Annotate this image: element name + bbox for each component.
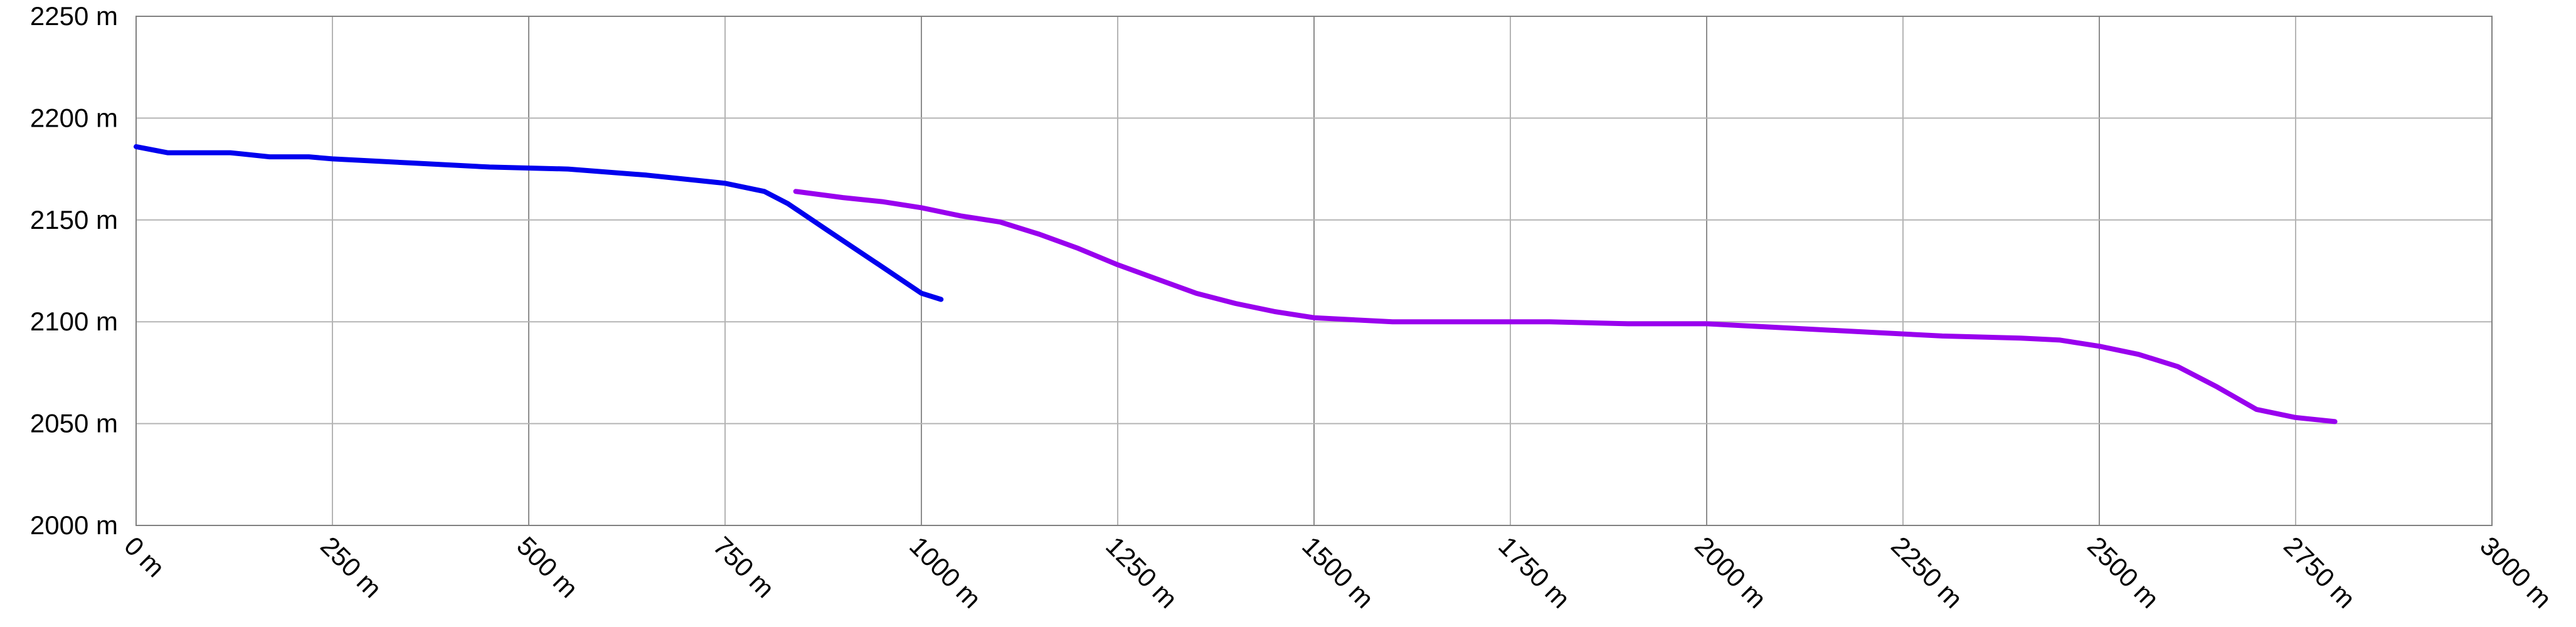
y-tick-label: 2050 m	[30, 409, 118, 438]
y-tick-label: 2250 m	[30, 1, 118, 31]
series-layer	[134, 144, 2338, 424]
y-tick-label: 2000 m	[30, 510, 118, 540]
y-axis-tick-labels: 2000 m 2050 m 2100 m 2150 m 2200 m 2250 m	[30, 1, 118, 540]
y-tick-label: 2100 m	[30, 307, 118, 336]
series-line-1	[134, 144, 944, 302]
plot-area-border	[135, 16, 2493, 526]
y-tick-label: 2200 m	[30, 103, 118, 132]
y-tick-label: 2150 m	[30, 205, 118, 234]
series-line-2	[793, 189, 2338, 424]
